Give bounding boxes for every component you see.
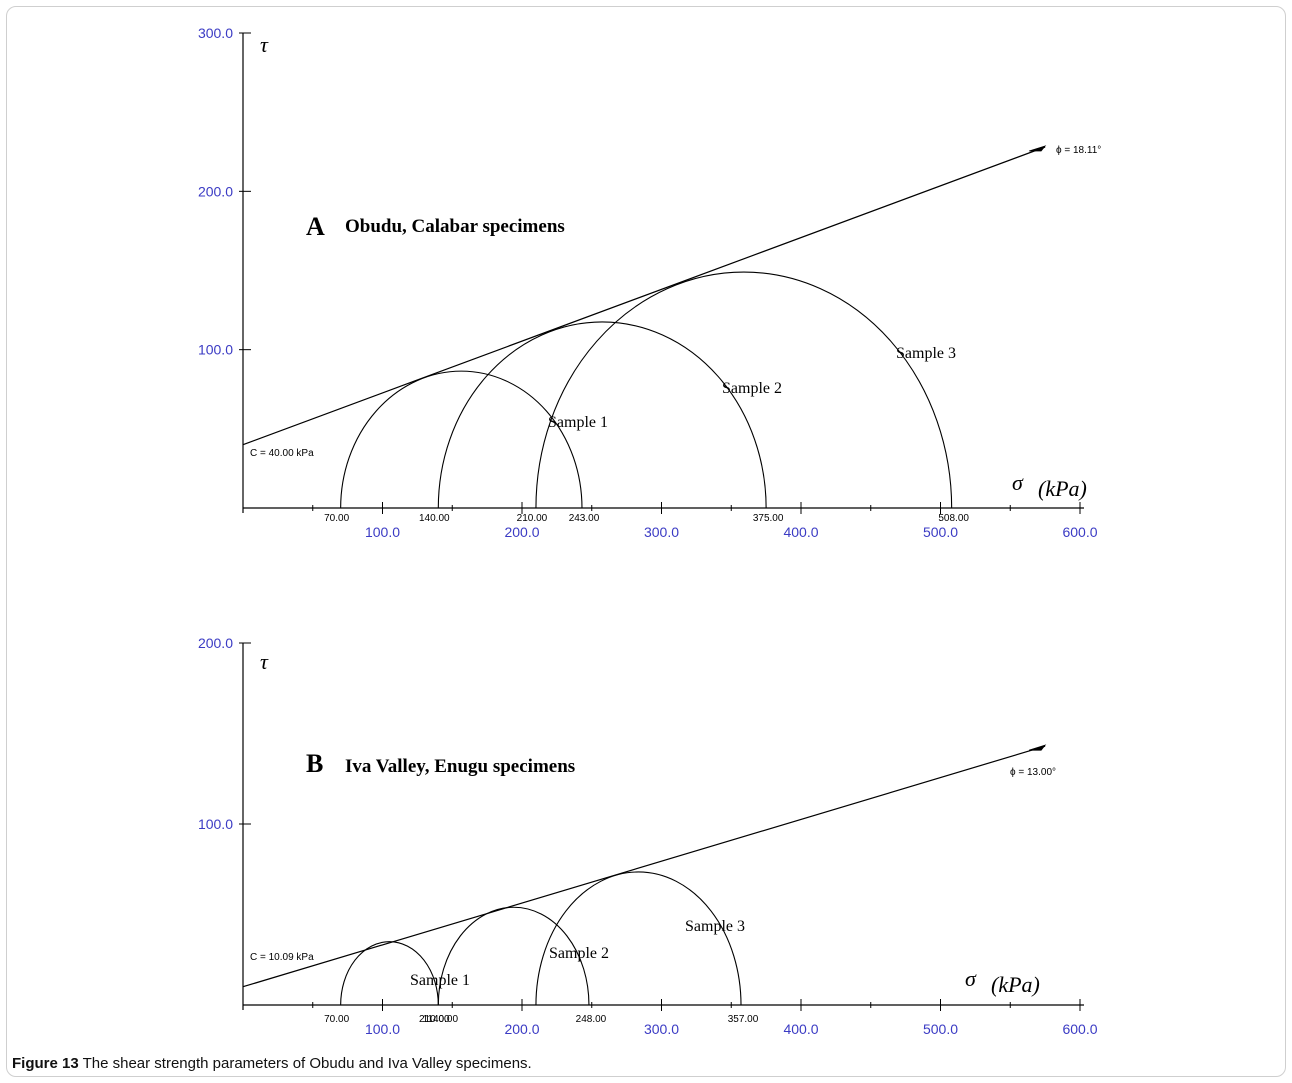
panel-a-sigma1-label: 508.00 (938, 513, 969, 524)
panel-b-sigma1-label: 1140.00 (423, 1014, 459, 1025)
panel-b-y-tick-label: 200.0 (198, 635, 233, 651)
panel-b-letter: B (306, 749, 323, 778)
panel-b-sample-label: Sample 2 (549, 945, 609, 962)
panel-a-x-tick-label: 500.0 (923, 524, 958, 540)
panel-a-y-tick-label: 300.0 (198, 25, 233, 41)
panel-b-x-tick-label: 500.0 (923, 1021, 958, 1037)
panel-a-x-tick-label: 200.0 (504, 524, 539, 540)
panel-b-x-tick-label: 400.0 (783, 1021, 818, 1037)
panel-a-sample-label: Sample 1 (548, 414, 608, 431)
panel-a-sigma3-label: 140.00 (419, 513, 450, 524)
figure-frame (6, 6, 1286, 1077)
panel-a-y-tick-label: 100.0 (198, 342, 233, 358)
panel-a-y-tick-label: 200.0 (198, 183, 233, 199)
figure-caption: Figure 13 The shear strength parameters … (12, 1055, 532, 1072)
panel-a-mohr-circle-sample-2 (437, 321, 767, 509)
panel-a-cohesion-label: C = 40.00 kPa (250, 448, 314, 459)
panel-b-x-axis-symbol: σ (965, 966, 977, 991)
panel-a-x-tick-label: 400.0 (783, 524, 818, 540)
panel-a-sample-label: Sample 2 (722, 380, 782, 397)
panel-a-friction-angle-label: ϕ = 18.11° (1056, 145, 1101, 156)
panel-b-title: Iva Valley, Enugu specimens (345, 756, 575, 777)
panel-a-y-axis-symbol: τ (260, 32, 269, 57)
panel-b-friction-angle-marker (1029, 744, 1047, 751)
panel-a-sigma1-label: 375.00 (753, 513, 784, 524)
panel-a-mohr-circle-sample-1 (340, 370, 583, 509)
panel-b-sigma3-label: 70.00 (324, 1014, 349, 1025)
panel-a-x-axis-symbol: σ (1012, 470, 1024, 495)
panel-b-mohr-circle-sample-3 (535, 871, 742, 1006)
panel-a-sigma1-label: 243.00 (569, 513, 600, 524)
panel-b-y-tick-label: 100.0 (198, 816, 233, 832)
panel-b-x-axis-unit: (kPa) (991, 972, 1040, 997)
panel-b-y-axis-symbol: τ (260, 649, 269, 674)
panel-b-x-tick-label: 600.0 (1062, 1021, 1097, 1037)
panel-b-sigma1-label: 248.00 (576, 1014, 607, 1025)
panel-b-cohesion-label: C = 10.09 kPa (250, 952, 314, 963)
panel-b-sample-label: Sample 1 (410, 972, 470, 989)
panel-a-sigma3-label: 70.00 (324, 513, 349, 524)
panel-a-sigma3-label: 210.00 (517, 513, 548, 524)
panel-a-x-tick-label: 600.0 (1062, 524, 1097, 540)
panel-a-sample-label: Sample 3 (896, 345, 956, 362)
panel-b-sigma1-label: 357.00 (728, 1014, 759, 1025)
panel-a-x-tick-label: 300.0 (644, 524, 679, 540)
caption-text: The shear strength parameters of Obudu a… (82, 1055, 532, 1072)
panel-a-x-tick-label: 100.0 (365, 524, 400, 540)
panel-b-x-tick-label: 300.0 (644, 1021, 679, 1037)
panel-b-sample-label: Sample 3 (685, 918, 745, 935)
panel-a-failure-envelope-line (242, 146, 1046, 446)
panel-b-failure-envelope-line (242, 745, 1046, 988)
panel-a-x-axis-unit: (kPa) (1038, 476, 1087, 501)
panel-b-x-tick-label: 100.0 (365, 1021, 400, 1037)
panel-a-friction-angle-marker (1029, 145, 1047, 152)
panel-b-x-tick-label: 200.0 (504, 1021, 539, 1037)
panel-a-title: Obudu, Calabar specimens (345, 216, 565, 237)
panel-b-mohr-circle-sample-1 (340, 941, 439, 1006)
panel-b-sigma3-label: 210.00 (419, 1014, 450, 1025)
panel-b-mohr-circle-sample-2 (437, 906, 590, 1006)
caption-label: Figure 13 (12, 1055, 79, 1072)
panel-b-friction-angle-label: ϕ = 13.00° (1010, 767, 1056, 778)
panel-a-mohr-circle-sample-3 (535, 271, 953, 509)
panel-a-letter: A (306, 212, 325, 241)
